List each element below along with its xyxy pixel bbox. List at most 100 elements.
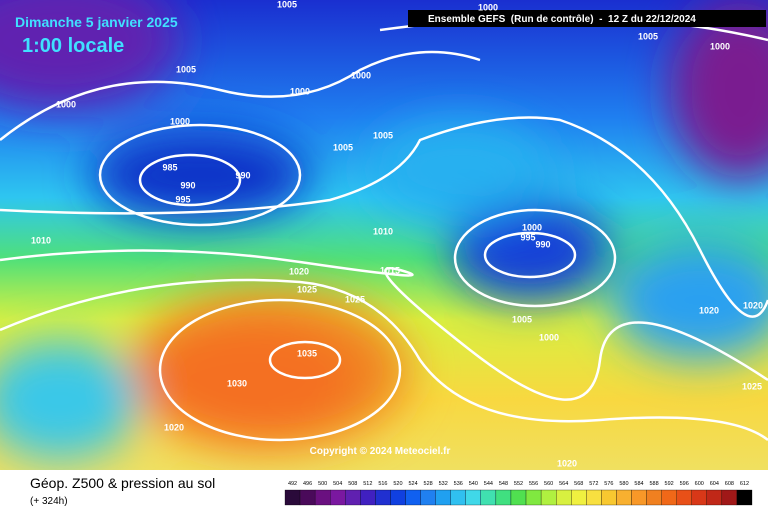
scale-swatch xyxy=(571,489,587,506)
scale-swatch xyxy=(601,489,617,506)
isobar-label: 1005 xyxy=(176,64,196,74)
scale-label: 612 xyxy=(740,481,749,487)
isobar-label: 1020 xyxy=(557,458,577,468)
scale-label: 576 xyxy=(604,481,613,487)
scale-label: 548 xyxy=(499,481,508,487)
scale-label: 504 xyxy=(333,481,342,487)
scale-label: 604 xyxy=(710,481,719,487)
scale-label: 556 xyxy=(529,481,538,487)
scale-label: 560 xyxy=(544,481,553,487)
scale-swatch xyxy=(525,489,542,506)
scale-label: 588 xyxy=(649,481,658,487)
scale-swatch xyxy=(360,489,376,506)
isobar-label: 1000 xyxy=(351,70,371,80)
isobar-label: 1000 xyxy=(170,116,190,126)
lead-time: (+ 324h) xyxy=(30,496,68,507)
isobar-label: 1000 xyxy=(56,99,76,109)
isobar-label: 1020 xyxy=(699,305,719,315)
scale-swatch xyxy=(420,489,436,506)
background xyxy=(0,0,768,470)
scale-label: 508 xyxy=(348,481,357,487)
scale-label: 500 xyxy=(318,481,327,487)
scale-swatch xyxy=(465,489,481,506)
isobar-label: 1025 xyxy=(297,284,317,294)
scale-label: 572 xyxy=(589,481,598,487)
run-box xyxy=(408,10,766,27)
scale-label: 524 xyxy=(408,481,417,487)
scale-swatch xyxy=(676,489,692,506)
scale-swatch xyxy=(646,489,662,506)
isobar-label: 1030 xyxy=(227,378,247,388)
scale-label: 568 xyxy=(574,481,583,487)
run-info: Ensemble GEFS (Run de contrôle) - 12 Z d… xyxy=(428,14,696,25)
isobar-label: 1005 xyxy=(277,0,297,9)
date: Dimanche 5 janvier 2025 xyxy=(15,14,178,30)
isobar-label: 990 xyxy=(535,239,550,249)
isobar-label: 1000 xyxy=(539,332,559,342)
scale-swatch xyxy=(736,489,753,506)
isobar-label: 1010 xyxy=(373,226,393,236)
copyright: Copyright © 2024 Meteociel.fr xyxy=(310,446,451,457)
scale-label: 496 xyxy=(303,481,312,487)
scale-swatch xyxy=(480,489,497,506)
scale-swatch xyxy=(556,489,572,506)
scale-swatch xyxy=(691,489,707,506)
scale-label: 532 xyxy=(439,481,448,487)
isobar-label: 1020 xyxy=(743,300,763,310)
scale-swatch xyxy=(721,489,738,506)
scale-label: 536 xyxy=(454,481,463,487)
scale-swatch xyxy=(390,489,406,506)
scale-label: 608 xyxy=(725,481,734,487)
isobar-label: 995 xyxy=(175,194,190,204)
scale-label: 580 xyxy=(619,481,628,487)
scale-label: 600 xyxy=(695,481,704,487)
isobar-label: 1000 xyxy=(478,2,498,12)
scale-swatch xyxy=(616,489,632,506)
scale-label: 592 xyxy=(665,481,674,487)
scale-swatch xyxy=(540,489,557,506)
isobar-label: 1005 xyxy=(638,31,658,41)
isobar-label: 1020 xyxy=(289,266,309,276)
scale-swatch xyxy=(405,489,421,506)
scale-label: 540 xyxy=(469,481,478,487)
isobar-label: 1015 xyxy=(380,265,400,275)
scale-swatch xyxy=(661,489,677,506)
scale-label: 544 xyxy=(484,481,493,487)
scale-swatch xyxy=(450,489,466,506)
scale-label: 520 xyxy=(393,481,402,487)
scale-label: 584 xyxy=(634,481,643,487)
isobar-label: 1005 xyxy=(373,130,393,140)
scale-swatch xyxy=(706,489,723,506)
isobar-label: 1025 xyxy=(345,294,365,304)
footer-title: Géop. Z500 & pression au sol xyxy=(30,475,215,491)
scale-swatch xyxy=(586,489,602,506)
scale-label: 516 xyxy=(378,481,387,487)
isobar-label: 1005 xyxy=(333,142,353,152)
scale-swatch xyxy=(299,489,316,506)
scale-swatch xyxy=(345,489,361,506)
scale-swatch xyxy=(435,489,451,506)
scale-label: 596 xyxy=(680,481,689,487)
isobar-label: 1000 xyxy=(522,222,542,232)
isobar-label: 995 xyxy=(520,232,535,242)
isobar-label: 990 xyxy=(235,170,250,180)
scale-label: 492 xyxy=(288,481,297,487)
scale-swatch xyxy=(495,489,512,506)
local-time: 1:00 locale xyxy=(22,35,124,57)
scale-label: 512 xyxy=(363,481,372,487)
scale-swatch xyxy=(284,489,301,506)
isobar-label: 1000 xyxy=(290,86,310,96)
scale-swatch xyxy=(510,489,527,506)
scale-swatch xyxy=(314,489,331,506)
isobar-label: 1035 xyxy=(297,348,317,358)
scale-swatch xyxy=(631,489,647,506)
isobar-label: 990 xyxy=(180,180,195,190)
isobar-label: 1025 xyxy=(742,381,762,391)
scale-swatch xyxy=(330,489,346,506)
isobar-label: 1020 xyxy=(164,422,184,432)
isobar-label: 1010 xyxy=(31,235,51,245)
scale-label: 552 xyxy=(514,481,523,487)
isobar-label: 1000 xyxy=(710,41,730,51)
scale-label: 528 xyxy=(424,481,433,487)
